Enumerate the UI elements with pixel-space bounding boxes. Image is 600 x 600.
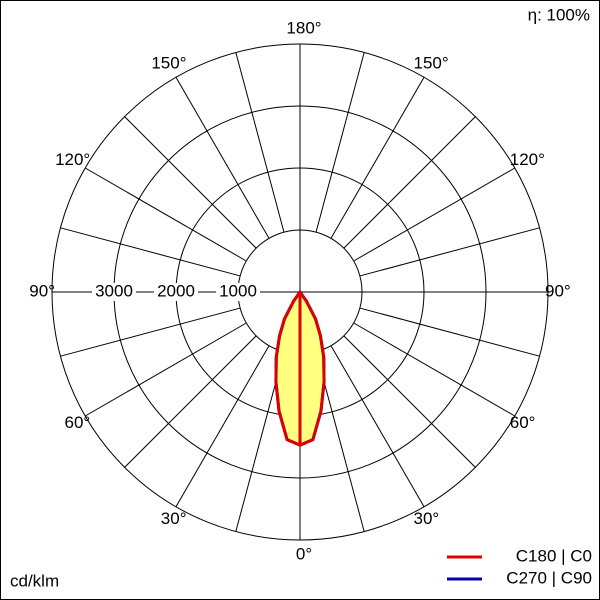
spoke: [353, 322, 516, 417]
angle-tick-label: 120°: [510, 150, 545, 169]
r-tick-label: 3000: [95, 281, 133, 300]
spoke: [353, 167, 516, 262]
r-tick-label: 2000: [157, 281, 195, 300]
series-curve: [274, 290, 302, 447]
spoke: [343, 116, 476, 249]
r-label-bg: [92, 283, 136, 301]
spoke: [343, 335, 476, 468]
angle-tick-label: 150°: [151, 54, 186, 73]
spoke: [124, 116, 257, 249]
spoke: [330, 76, 425, 239]
legend-label: C270 | C90: [506, 568, 592, 587]
angle-tick-label: 150°: [414, 54, 449, 73]
angle-tick-label: 90°: [29, 281, 55, 300]
spoke: [124, 335, 257, 468]
legend: C180 | C0 C270 | C90: [447, 546, 592, 587]
spoke: [175, 345, 270, 508]
spoke: [359, 227, 540, 277]
unit: cd/klm: [10, 571, 59, 590]
spoke: [84, 167, 247, 262]
r-label-bg: [154, 283, 198, 301]
angle-tick-label: 0°: [296, 544, 312, 563]
angle-tick-label: 30°: [414, 509, 440, 528]
legend-label: C180 | C0: [516, 546, 592, 565]
spoke: [359, 307, 540, 357]
spoke: [60, 227, 241, 277]
angle-tick-label: 30°: [161, 509, 187, 528]
grid: [51, 43, 549, 541]
series-curve: [298, 290, 326, 447]
labels: 1000 2000 3000 0° 30° 30° 60° 60° 90° 90° 120° 120°…: [29, 18, 570, 563]
r-tick-label: 1000: [219, 281, 257, 300]
angle-tick-label: 90°: [545, 281, 571, 300]
spoke: [235, 52, 285, 233]
spoke: [60, 307, 241, 357]
angle-tick-label: 60°: [65, 413, 91, 432]
spoke: [175, 76, 270, 239]
spoke: [330, 345, 425, 508]
spoke: [315, 52, 365, 233]
r-label-bg: [216, 283, 260, 301]
curves: [274, 290, 326, 447]
angle-tick-label: 60°: [510, 413, 536, 432]
angle-tick-label: 120°: [55, 150, 90, 169]
spoke: [84, 322, 247, 417]
efficiency: η: 100%: [528, 5, 590, 24]
angle-tick-label: 180°: [286, 18, 321, 37]
